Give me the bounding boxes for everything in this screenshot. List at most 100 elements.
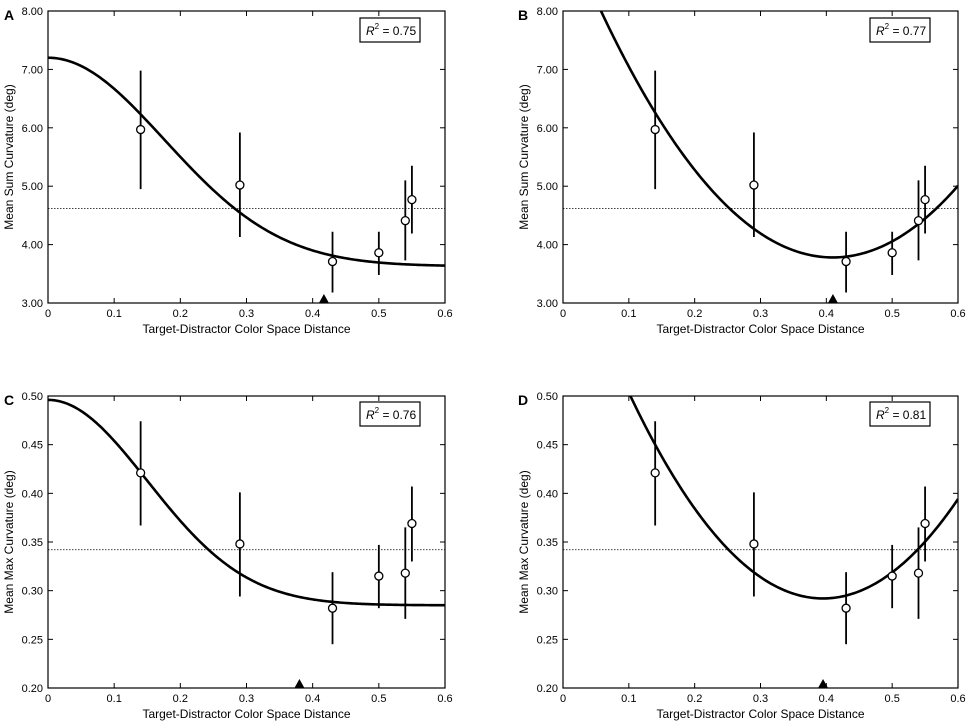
x-tick-label: 0.1 bbox=[621, 308, 636, 320]
panel-b: B 0 0.1 0.2 0.3 0.4 0.5 0.6 3.00 4.00 5.00 6.00 7.00… bbox=[517, 6, 966, 336]
y-tick-label: 0.45 bbox=[22, 440, 43, 452]
y-tick-label: 7.00 bbox=[537, 64, 558, 76]
x-tick-label: 0.5 bbox=[885, 308, 900, 320]
r2-label: R2 = 0.81 bbox=[876, 406, 926, 422]
x-tick-label: 0.6 bbox=[437, 693, 452, 705]
x-tick-label: 0.3 bbox=[753, 308, 768, 320]
data-point bbox=[887, 248, 897, 258]
x-tick-label: 0.1 bbox=[621, 693, 636, 705]
y-tick-label: 4.00 bbox=[22, 240, 43, 252]
minimum-marker bbox=[827, 294, 838, 303]
data-point bbox=[400, 216, 410, 226]
y-tick-label: 4.00 bbox=[537, 240, 558, 252]
x-tick-label: 0 bbox=[560, 693, 566, 705]
y-tick-label: 0.20 bbox=[537, 683, 558, 695]
data-point bbox=[650, 468, 660, 478]
r2-box bbox=[359, 17, 421, 43]
y-tick-label: 3.00 bbox=[537, 298, 558, 310]
data-point bbox=[749, 539, 759, 549]
data-point bbox=[374, 571, 384, 581]
y-tick-label: 0.30 bbox=[22, 586, 43, 598]
x-tick-label: 0.3 bbox=[753, 693, 768, 705]
y-tick-label: 0.50 bbox=[537, 391, 558, 403]
x-tick-label: 0.5 bbox=[371, 693, 386, 705]
fit-curve bbox=[48, 398, 445, 607]
r2-box bbox=[869, 17, 931, 43]
panel-c: C 0 0.1 0.2 0.3 0.4 0.5 0.6 0.20 0.25 0.30 0.35 0.40… bbox=[2, 391, 453, 721]
y-tick-label: 0.25 bbox=[22, 634, 43, 646]
r2-label: R2 = 0.75 bbox=[366, 22, 416, 38]
y-axis-label: Mean Sum Curvature (deg) bbox=[517, 84, 531, 229]
x-tick-label: 0.2 bbox=[173, 308, 188, 320]
y-tick-label: 6.00 bbox=[537, 123, 558, 135]
x-tick-label: 0.4 bbox=[305, 693, 320, 705]
x-tick-label: 0.4 bbox=[819, 308, 834, 320]
x-tick-label: 0 bbox=[45, 693, 51, 705]
panel-letter: D bbox=[518, 392, 528, 408]
data-point bbox=[920, 518, 930, 529]
plot-frame bbox=[562, 395, 959, 689]
y-tick-label: 8.00 bbox=[22, 6, 43, 18]
data-point bbox=[913, 568, 924, 578]
data-point bbox=[920, 194, 930, 205]
x-tick-label: 0 bbox=[560, 308, 566, 320]
y-tick-label: 8.00 bbox=[537, 6, 558, 18]
x-axis-label: Target-Distractor Color Space Distance bbox=[142, 322, 350, 336]
data-point bbox=[887, 571, 897, 581]
y-tick-label: 6.00 bbox=[22, 123, 43, 135]
y-axis-label: Mean Max Curvature (deg) bbox=[2, 470, 16, 613]
x-tick-label: 0.6 bbox=[437, 308, 452, 320]
x-tick-label: 0.2 bbox=[687, 693, 702, 705]
x-tick-label: 0.6 bbox=[950, 693, 965, 705]
x-tick-label: 0.3 bbox=[239, 308, 254, 320]
data-point bbox=[135, 468, 146, 478]
y-tick-label: 0.50 bbox=[22, 391, 43, 403]
y-tick-label: 0.40 bbox=[537, 488, 558, 500]
panel-a: A 0 0.1 0.2 0.3 0.4 0.5 0.6 3.00 4.00 5.00 6.00 7.00… bbox=[2, 6, 453, 336]
x-tick-label: 0.1 bbox=[107, 308, 122, 320]
data-point bbox=[841, 256, 851, 267]
minimum-marker bbox=[318, 294, 329, 303]
y-tick-label: 0.25 bbox=[537, 634, 558, 646]
data-point bbox=[407, 518, 417, 529]
x-tick-label: 0 bbox=[45, 308, 51, 320]
data-point bbox=[235, 180, 245, 190]
data-point bbox=[374, 248, 384, 258]
y-tick-label: 0.35 bbox=[537, 537, 558, 549]
r2-box bbox=[359, 401, 421, 427]
y-tick-label: 5.00 bbox=[537, 181, 558, 193]
data-point bbox=[650, 124, 660, 135]
x-tick-label: 0.1 bbox=[107, 693, 122, 705]
y-tick-label: 5.00 bbox=[22, 181, 43, 193]
panel-d: D 0 0.1 0.2 0.3 0.4 0.5 0.6 0.20 0.25 0.30 0.35 0.40… bbox=[517, 391, 966, 721]
data-point bbox=[327, 256, 338, 267]
plot-frame bbox=[47, 10, 446, 304]
x-axis-label: Target-Distractor Color Space Distance bbox=[656, 322, 864, 336]
panel-letter: A bbox=[4, 7, 14, 23]
x-tick-label: 0.4 bbox=[819, 693, 834, 705]
data-point bbox=[913, 216, 924, 226]
data-point bbox=[407, 194, 417, 205]
x-tick-label: 0.2 bbox=[687, 308, 702, 320]
x-tick-label: 0.2 bbox=[173, 693, 188, 705]
x-tick-label: 0.5 bbox=[371, 308, 386, 320]
data-point bbox=[235, 539, 245, 549]
y-tick-label: 0.35 bbox=[22, 537, 43, 549]
r2-box bbox=[869, 401, 931, 427]
y-tick-label: 0.30 bbox=[537, 586, 558, 598]
data-point bbox=[135, 124, 146, 135]
x-tick-label: 0.4 bbox=[305, 308, 320, 320]
x-axis-label: Target-Distractor Color Space Distance bbox=[656, 707, 864, 721]
panel-letter: B bbox=[518, 7, 528, 23]
y-tick-label: 7.00 bbox=[22, 64, 43, 76]
y-tick-label: 0.40 bbox=[22, 488, 43, 500]
x-tick-label: 0.6 bbox=[950, 308, 965, 320]
data-point bbox=[327, 603, 338, 613]
x-axis-label: Target-Distractor Color Space Distance bbox=[142, 707, 350, 721]
minimum-marker bbox=[294, 679, 305, 688]
minimum-marker bbox=[818, 679, 829, 688]
x-tick-label: 0.5 bbox=[885, 693, 900, 705]
r2-label: R2 = 0.76 bbox=[366, 406, 416, 422]
panel-letter: C bbox=[4, 392, 14, 408]
data-point bbox=[400, 568, 410, 578]
